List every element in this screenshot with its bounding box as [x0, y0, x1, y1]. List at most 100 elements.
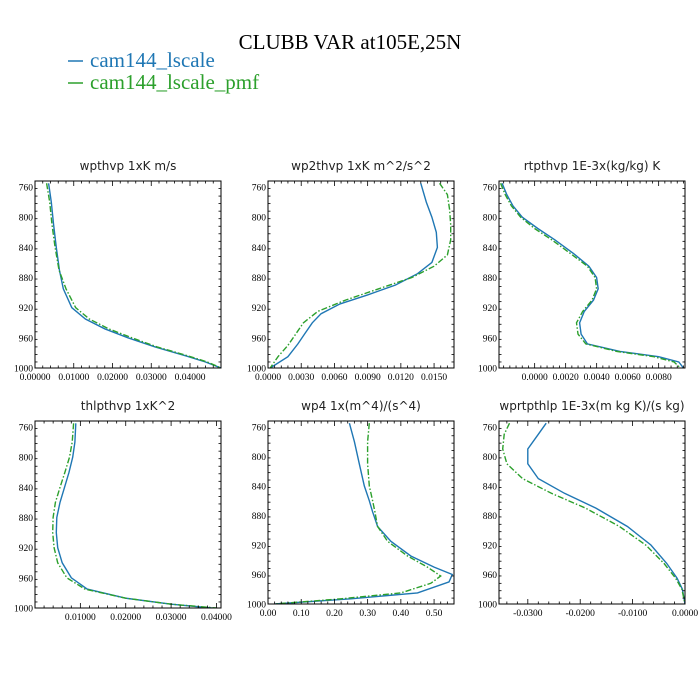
- series-line-cam144-lscale: [47, 183, 221, 368]
- y-tick-label: 920: [252, 541, 267, 551]
- plot-frame: [498, 180, 686, 369]
- y-tick-label: 800: [252, 453, 267, 463]
- x-tick-label: 0.00000: [20, 373, 51, 383]
- x-tick-label: 0.20: [326, 609, 343, 619]
- y-tick-label: 760: [252, 423, 267, 433]
- y-tick-label: 960: [483, 334, 498, 344]
- x-tick-label: 0.0090: [355, 373, 381, 383]
- x-tick-label: 0.0020: [553, 373, 579, 383]
- legend-label: cam144_lscale_pmf: [90, 70, 259, 94]
- panel-title: rtpthvp 1E-3x(kg/kg) K: [524, 159, 662, 173]
- y-tick-label: 1000: [478, 601, 497, 611]
- y-tick-label: 1000: [14, 605, 33, 615]
- series-line-cam144-lscale: [55, 423, 212, 608]
- panel-title: thlpthvp 1xK^2: [81, 399, 175, 413]
- x-tick-label: 0.0080: [646, 373, 672, 383]
- x-tick-label: -0.0100: [618, 609, 648, 619]
- panel-title: wp4 1x(m^4)/(s^4): [301, 399, 421, 413]
- x-tick-label: 0.0060: [615, 373, 641, 383]
- y-tick-label: 760: [483, 423, 498, 433]
- panel-6: wprtpthlp 1E-3x(m kg K)/(s kg) 1000 960 920…: [478, 399, 698, 619]
- x-tick-label: 0.0150: [421, 373, 447, 383]
- panel-3: rtpthvp 1E-3x(kg/kg) K 1000 960 920 880 840 80…: [478, 159, 686, 383]
- x-tick-label: 0.0040: [584, 373, 610, 383]
- y-tick-label: 800: [19, 454, 34, 464]
- x-tick-label: 0.0000: [672, 609, 698, 619]
- y-tick-label: 880: [252, 274, 267, 284]
- x-tick-label: 0.04000: [201, 613, 232, 623]
- x-tick-label: 0.40: [393, 609, 410, 619]
- x-tick-label: 0.02000: [110, 613, 141, 623]
- y-tick-label: 1000: [14, 365, 33, 375]
- plot-frame: [498, 420, 686, 605]
- y-tick-label: 760: [19, 424, 34, 434]
- panel-title: wpthvp 1xK m/s: [80, 159, 177, 173]
- plot-frame: [34, 420, 222, 609]
- y-tick-label: 1000: [478, 365, 497, 375]
- y-tick-label: 960: [19, 334, 34, 344]
- series-line-cam144-lscale-pmf: [274, 423, 442, 604]
- y-tick-label: 840: [483, 482, 498, 492]
- y-tick-label: 920: [483, 541, 498, 551]
- series-line-cam144-lscale-pmf: [51, 423, 217, 608]
- y-tick-label: 760: [19, 184, 34, 194]
- y-tick-label: 840: [19, 484, 34, 494]
- x-tick-label: 0.02000: [97, 373, 128, 383]
- panel-5: wp4 1x(m^4)/(s^4) 1000 960 920 880 840 800 760 0…: [247, 399, 455, 619]
- y-tick-label: 920: [252, 304, 267, 314]
- y-tick-label: 960: [252, 571, 267, 581]
- y-tick-label: 920: [19, 544, 34, 554]
- series-line-cam144-lscale-pmf: [499, 183, 681, 368]
- x-tick-label: 0.0030: [288, 373, 314, 383]
- panel-title: wprtpthlp 1E-3x(m kg K)/(s kg): [499, 399, 684, 413]
- y-tick-label: 960: [483, 571, 498, 581]
- y-tick-label: 800: [252, 214, 267, 224]
- x-tick-label: 0.30: [359, 609, 376, 619]
- series-line-cam144-lscale-pmf: [501, 422, 685, 604]
- panel-1: wpthvp 1xK m/s 1000 960 920 880 840 800 760 0.00…: [14, 159, 222, 383]
- y-tick-label: 800: [483, 453, 498, 463]
- y-tick-label: 840: [252, 244, 267, 254]
- legend-label: cam144_lscale: [90, 48, 215, 72]
- x-tick-label: 0.01000: [65, 613, 96, 623]
- y-tick-label: 920: [19, 304, 34, 314]
- panel-4: thlpthvp 1xK^2 1000 960 920 880 840 800 760 0.01…: [14, 399, 232, 623]
- y-tick-label: 840: [19, 244, 34, 254]
- series-line-cam144-lscale: [527, 422, 685, 604]
- x-tick-label: 0.50: [426, 609, 443, 619]
- y-tick-label: 760: [483, 184, 498, 194]
- y-tick-label: 920: [483, 304, 498, 314]
- y-tick-label: 960: [19, 574, 34, 584]
- plot-frame: [267, 180, 455, 369]
- panel-2: wp2thvp 1xK m^2/s^2 1000 960 920 880 840 800 76…: [247, 159, 455, 383]
- y-tick-label: 800: [483, 214, 498, 224]
- x-tick-label: -0.0300: [513, 609, 543, 619]
- x-tick-label: 0.00: [260, 609, 277, 619]
- series-line-cam144-lscale-pmf: [269, 182, 452, 368]
- x-tick-label: -0.0200: [566, 609, 596, 619]
- series-line-cam144-lscale-pmf: [45, 183, 221, 368]
- panel-title: wp2thvp 1xK m^2/s^2: [291, 159, 431, 173]
- x-tick-label: 0.0060: [321, 373, 347, 383]
- x-tick-label: 0.0000: [255, 373, 281, 383]
- y-tick-label: 880: [19, 274, 34, 284]
- y-tick-label: 960: [252, 334, 267, 344]
- y-tick-label: 880: [483, 512, 498, 522]
- y-tick-label: 880: [252, 512, 267, 522]
- x-tick-label: 0.04000: [175, 373, 206, 383]
- x-tick-label: 0.0000: [522, 373, 548, 383]
- y-tick-label: 840: [252, 482, 267, 492]
- x-tick-label: 0.0120: [388, 373, 414, 383]
- plot-frame: [267, 420, 455, 605]
- figure-title: CLUBB VAR at105E,25N: [239, 30, 462, 54]
- y-tick-label: 760: [252, 184, 267, 194]
- x-tick-label: 0.01000: [58, 373, 89, 383]
- panels: wpthvp 1xK m/s 1000 960 920 880 840 800 760 0.00…: [14, 159, 698, 623]
- y-tick-label: 1000: [247, 601, 266, 611]
- series-line-cam144-lscale: [269, 183, 439, 368]
- y-tick-label: 880: [19, 514, 34, 524]
- y-tick-label: 800: [19, 214, 34, 224]
- y-tick-label: 840: [483, 244, 498, 254]
